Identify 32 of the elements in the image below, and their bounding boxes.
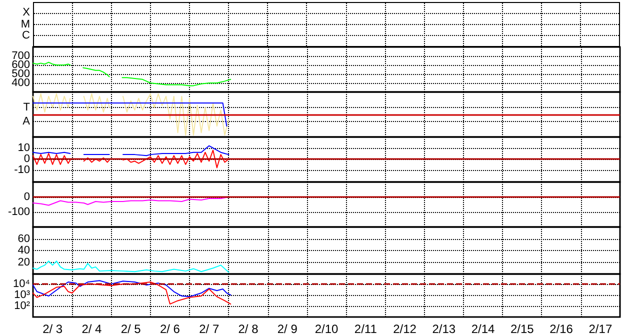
x-tick-label: 2/ 6	[160, 322, 180, 334]
y-tick-label: 10³	[14, 288, 30, 301]
text: T	[23, 102, 30, 114]
x-tick-label: 2/ 3	[42, 322, 63, 334]
x-tick-label: 2/ 7	[199, 322, 220, 334]
y-tick-label: 40	[18, 244, 30, 256]
x-tick-label: 2/11	[354, 322, 378, 334]
y-tick-label: 0	[24, 152, 30, 165]
y-tick-label: -10	[14, 164, 30, 176]
y-tick-label: 60	[18, 232, 30, 245]
x-tick-label: 2/12	[393, 322, 417, 334]
y-tick-label: 0	[24, 191, 30, 203]
x-tick-label: 2/17	[588, 322, 612, 334]
x-tick-label: 2/16	[550, 322, 574, 334]
x-tick-label: 2/14	[471, 322, 496, 334]
text: C	[22, 29, 30, 42]
y-tick-label: 10	[18, 142, 30, 154]
text: X	[22, 6, 30, 19]
y-tick-label: -100	[8, 206, 30, 218]
x-tick-label: 2/ 4	[82, 322, 102, 334]
x-tick-label: 2/15	[510, 322, 534, 334]
y-tick-label: 400	[12, 77, 30, 89]
y-tick-label: 10⁴	[13, 278, 30, 290]
x-tick-label: 2/ 5	[120, 322, 142, 334]
x-tick-label: 2/13	[432, 322, 456, 334]
x-tick-label: 2/10	[314, 322, 338, 334]
text: M	[20, 18, 30, 30]
y-tick-label: 20	[18, 256, 30, 268]
text: A	[22, 115, 31, 128]
x-tick-label: 2/ 8	[238, 322, 259, 334]
y-tick-label: 10²	[14, 300, 30, 312]
x-tick-label: 2/ 9	[277, 322, 298, 334]
